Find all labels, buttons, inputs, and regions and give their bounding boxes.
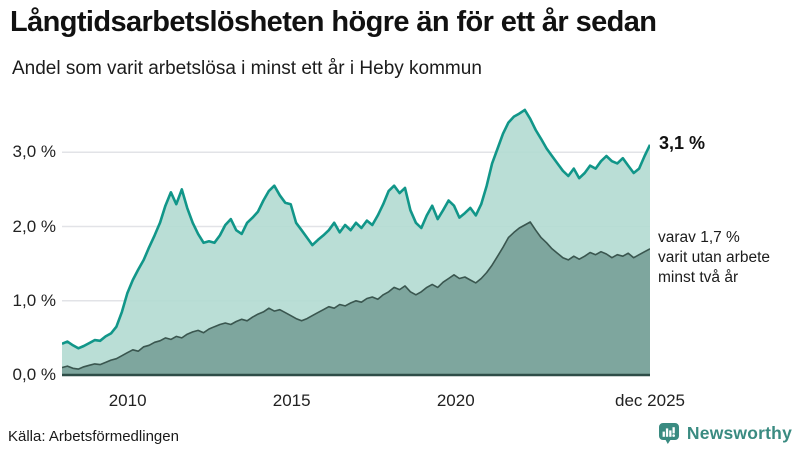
secondary-series-label: varav 1,7 % varit utan arbete minst två år <box>658 228 770 288</box>
series-area-two-years <box>62 222 650 375</box>
x-tick-label: dec 2025 <box>615 391 685 410</box>
x-tick-label: 2015 <box>272 391 311 410</box>
x-tick-label: 2010 <box>108 391 147 410</box>
secondary-label-line: minst två år <box>658 268 739 286</box>
newsworthy-wordmark: Newsworthy <box>686 422 792 443</box>
chart-subtitle: Andel som varit arbetslösa i minst ett å… <box>12 58 482 79</box>
secondary-label-line: varav 1,7 % <box>658 228 740 246</box>
y-tick-label: 2,0 % <box>12 216 56 236</box>
newsworthy-logo[interactable]: Newsworthy <box>657 421 792 445</box>
y-tick-label: 3,0 % <box>12 142 56 162</box>
y-tick-label: 1,0 % <box>12 290 56 310</box>
source-note: Källa: Arbetsförmedlingen <box>8 428 179 445</box>
page-title: Långtidsarbetslösheten högre än för ett … <box>10 6 657 38</box>
newsworthy-icon <box>658 423 679 444</box>
x-tick-label: 2020 <box>436 391 475 410</box>
latest-value-label: 3,1 % <box>659 132 706 153</box>
y-tick-label: 0,0 % <box>12 365 56 384</box>
series-line-two-years <box>62 221 650 370</box>
area-chart <box>62 108 650 377</box>
series-line-one-year <box>62 108 650 350</box>
secondary-label-line: varit utan arbete <box>658 248 771 266</box>
